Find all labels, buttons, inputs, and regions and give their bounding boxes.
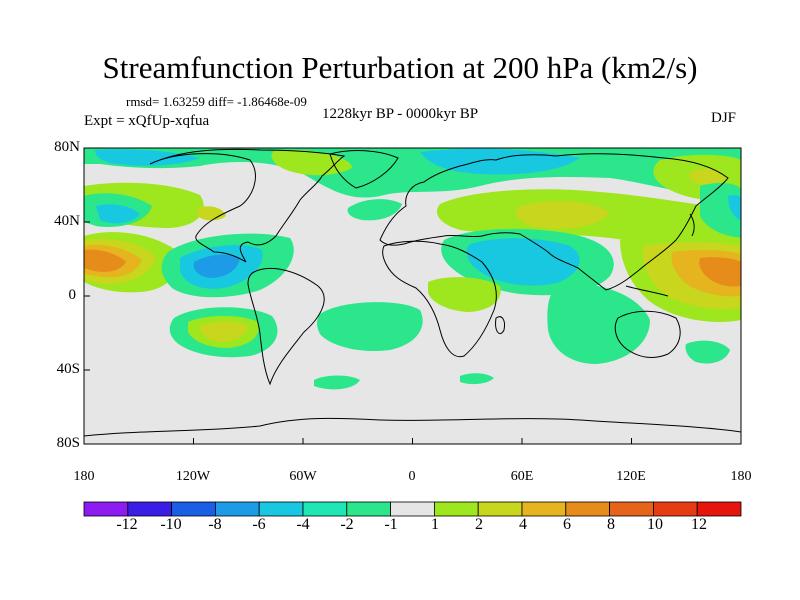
colorbar-swatch: [565, 501, 610, 517]
colorbar: [83, 501, 742, 517]
contour-fill-layer: [84, 148, 741, 390]
colorbar-label: 6: [563, 516, 571, 533]
colorbar-label: -10: [160, 516, 182, 533]
contour-region: [428, 277, 501, 312]
colorbar-swatch: [302, 501, 348, 517]
contour-region: [95, 149, 200, 166]
colorbar-label: -8: [208, 516, 222, 533]
experiment-label: Expt = xQfUp-xqfua: [84, 113, 210, 129]
colorbar-swatch: [83, 501, 129, 517]
colorbar-label: 10: [647, 516, 663, 533]
coastline-japan: [689, 213, 695, 237]
colorbar-swatch: [609, 501, 654, 517]
lat-tick-label: 80S: [56, 435, 80, 451]
lat-tick-label: 40N: [54, 213, 80, 229]
contour-region: [200, 321, 248, 342]
lat-tick-label: 40S: [56, 361, 80, 377]
colorbar-swatch: [127, 501, 173, 517]
coastline-eurasia: [379, 153, 729, 291]
colorbar-label: -2: [340, 516, 354, 533]
coastline-madagascar: [495, 316, 505, 334]
colorbar-label: 2: [475, 516, 483, 533]
coastline-antarctica: [84, 417, 741, 437]
contour-region: [271, 149, 352, 176]
contour-region: [317, 302, 423, 352]
colorbar-swatch: [433, 501, 479, 517]
contour-region: [699, 257, 741, 287]
contour-region: [347, 199, 402, 221]
contour-region: [515, 201, 610, 229]
colorbar-label: -1: [384, 516, 398, 533]
contour-region: [84, 249, 126, 272]
lon-tick-label: 60W: [289, 469, 317, 484]
colorbar-label: 12: [691, 516, 707, 533]
coastline-north-america: [149, 148, 346, 263]
contour-region: [690, 168, 726, 185]
period-label: 1228kyr BP - 0000kyr BP: [322, 106, 479, 122]
contour-region: [728, 195, 741, 220]
lon-tick-label: 180: [73, 469, 95, 484]
plot-title: Streamfunction Perturbation at 200 hPa (…: [102, 50, 698, 85]
lon-tick-label: 180: [730, 469, 752, 484]
axis-ticks: [83, 147, 742, 445]
colorbar-swatch: [214, 501, 260, 517]
colorbar-label: -4: [296, 516, 310, 533]
lon-tick-label: 120W: [175, 469, 211, 484]
colorbar-swatch: [346, 501, 391, 517]
stats-label: rmsd= 1.63259 diff= -1.86468e-09: [126, 94, 307, 109]
lon-tick-label: 0: [408, 469, 416, 484]
coastline-africa: [382, 240, 497, 358]
colorbar-swatch: [477, 501, 523, 517]
coastline-south-america: [247, 268, 325, 386]
lat-tick-label: 0: [68, 287, 77, 303]
colorbar-label: 4: [519, 516, 527, 533]
contour-region: [314, 375, 360, 390]
colorbar-label: 1: [431, 516, 439, 533]
colorbar-label: -12: [116, 516, 138, 533]
contour-region: [466, 238, 580, 286]
contour-region: [193, 254, 240, 278]
contour-region: [460, 373, 494, 385]
contour-region: [547, 283, 650, 364]
contour-region: [84, 148, 741, 198]
colorbar-swatch: [390, 501, 435, 517]
contour-region: [198, 206, 226, 221]
coastline-layer: [84, 148, 741, 437]
contour-region: [96, 204, 140, 224]
lon-tick-label: 120E: [616, 469, 646, 484]
coastline-indonesia: [625, 285, 669, 297]
colorbar-swatch: [521, 501, 567, 517]
colorbar-swatch: [258, 501, 304, 517]
colorbar-label: 8: [607, 516, 615, 533]
lon-tick-label: 60E: [510, 469, 534, 484]
season-label: DJF: [711, 110, 737, 126]
colorbar-swatch: [696, 501, 742, 517]
coastline-greenland: [329, 150, 399, 189]
coastline-australia: [614, 310, 681, 358]
lat-tick-label: 80N: [54, 139, 80, 155]
contour-region: [685, 340, 730, 364]
colorbar-swatch: [171, 501, 216, 517]
colorbar-swatch: [653, 501, 698, 517]
colorbar-label: -6: [252, 516, 266, 533]
